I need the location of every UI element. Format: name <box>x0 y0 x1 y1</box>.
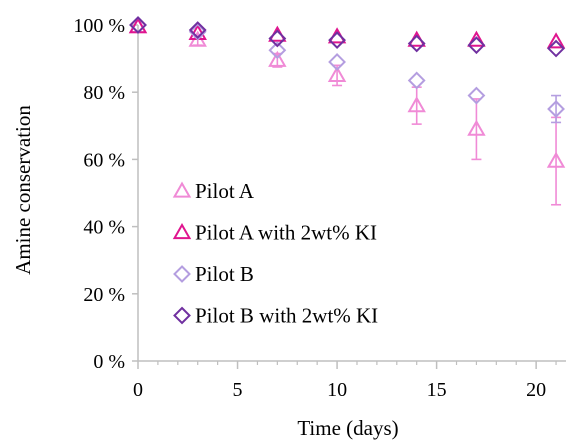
legend-marker <box>172 222 192 240</box>
data-point <box>407 71 426 90</box>
x-tick-label: 15 <box>427 379 447 401</box>
data-point <box>188 22 207 41</box>
legend-label: Pilot B <box>195 262 254 286</box>
data-point <box>467 36 486 55</box>
y-tick-label: 80 % <box>83 82 125 104</box>
data-point <box>328 31 346 50</box>
legend-label: Pilot A <box>195 179 255 203</box>
x-tick-label: 0 <box>133 379 143 401</box>
data-point <box>268 41 287 60</box>
x-axis-title: Time (days) <box>297 416 398 440</box>
data-point <box>547 39 565 58</box>
y-tick-label: 20 % <box>83 284 125 306</box>
data-point <box>546 32 566 49</box>
y-tick-label: 0 % <box>93 351 125 373</box>
y-tick-label: 60 % <box>83 149 125 171</box>
x-tick-label: 10 <box>327 379 347 401</box>
legend-label: Pilot A with 2wt% KI <box>195 221 377 245</box>
data-point <box>547 100 565 118</box>
data-point <box>188 21 207 39</box>
y-tick-label: 100 % <box>73 15 125 37</box>
points <box>128 16 566 168</box>
y-axis-title: Amine conservation <box>11 105 35 275</box>
data-point <box>467 119 486 136</box>
y-tick-label: 40 % <box>83 217 125 239</box>
data-point <box>268 29 287 48</box>
data-point <box>129 16 147 34</box>
data-point <box>327 65 347 83</box>
data-point <box>467 30 486 47</box>
data-point <box>407 34 426 53</box>
axes <box>137 25 566 362</box>
legend-marker <box>173 306 191 325</box>
data-point <box>268 50 287 67</box>
legend-label: Pilot B with 2wt% KI <box>195 304 378 328</box>
data-point <box>467 86 486 105</box>
data-point <box>546 151 566 168</box>
ticks <box>132 24 557 369</box>
legend: Pilot A Pilot A with 2wt% KI Pilot B Pilot … <box>172 179 378 328</box>
legend-marker <box>173 265 191 283</box>
x-tick-label: 5 <box>233 379 243 401</box>
data-point <box>328 53 346 71</box>
x-tick-label: 20 <box>526 379 546 401</box>
legend-marker <box>172 181 192 198</box>
tick-labels: 0 % 20 % 40 % 60 % 80 % 100 % 0 5 10 15 20 <box>73 15 546 401</box>
data-point <box>407 96 426 113</box>
